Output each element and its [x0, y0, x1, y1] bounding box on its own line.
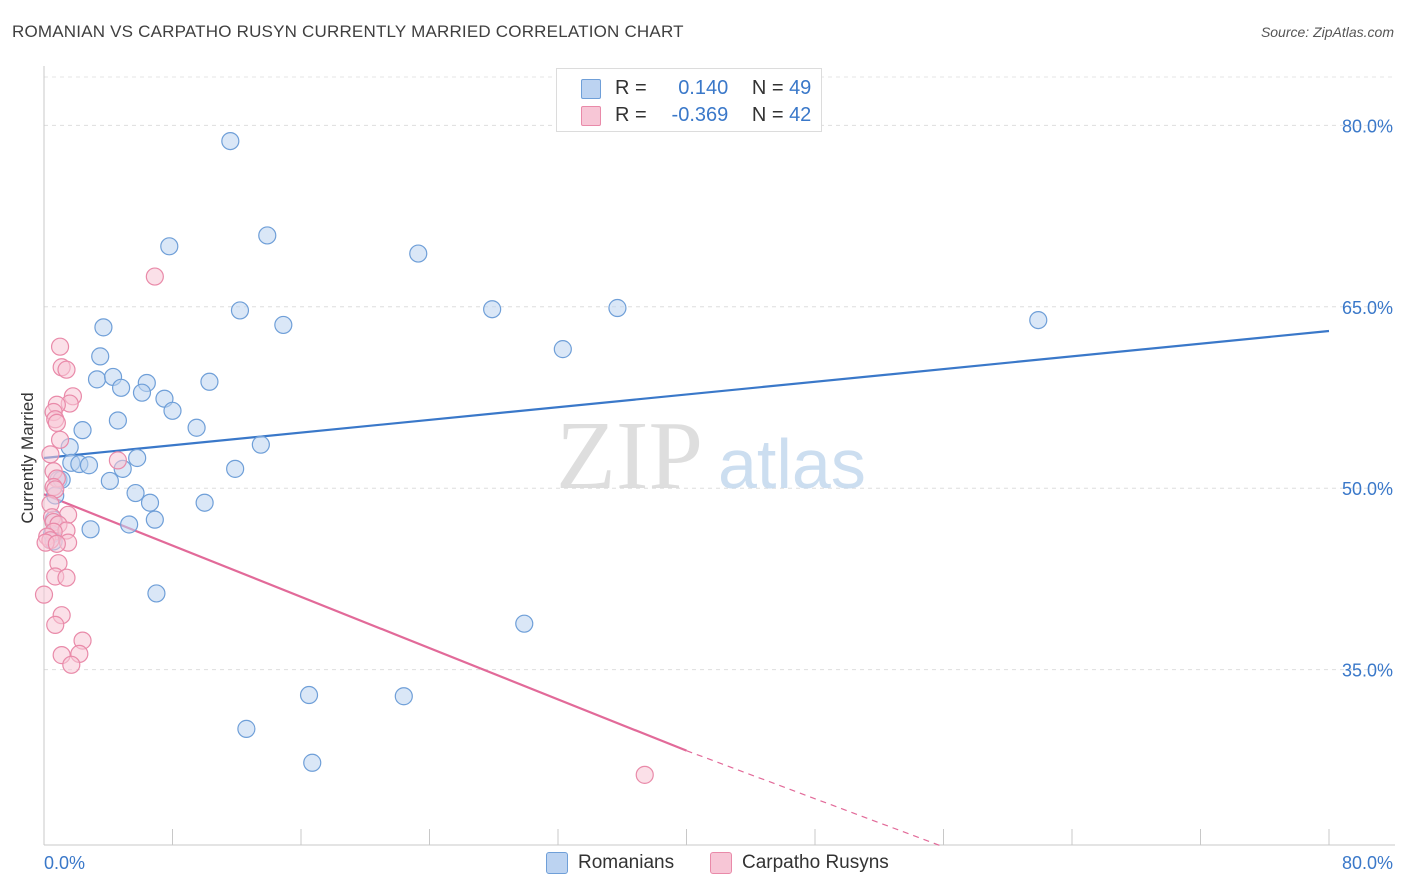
- legend-swatch-romanians: [581, 78, 601, 99]
- watermark-atlas: atlas: [718, 425, 866, 503]
- y-tick-label: 50.0%: [1342, 479, 1393, 499]
- point-romanians: [483, 300, 502, 319]
- x-tick-label: 0.0%: [44, 853, 85, 873]
- y-tick-label: 65.0%: [1342, 298, 1393, 318]
- legend-swatch-carpatho-rusyns: [581, 105, 601, 126]
- point-romanians: [120, 515, 139, 534]
- y-tick-label: 80.0%: [1342, 116, 1393, 136]
- point-carpatho-rusyns: [57, 360, 76, 379]
- point-carpatho-rusyns: [47, 534, 66, 553]
- point-romanians: [409, 244, 428, 263]
- legend-row-romanians: R = 0.140 N = 49: [581, 77, 811, 99]
- legend-r-label: R =: [615, 104, 647, 126]
- point-romanians: [128, 448, 147, 468]
- point-romanians: [87, 370, 107, 389]
- point-carpatho-rusyns: [50, 430, 70, 449]
- point-romanians: [237, 719, 256, 738]
- point-romanians: [100, 471, 119, 491]
- point-romanians: [91, 347, 110, 366]
- tick-labels: 35.0% 50.0% 65.0% 80.0% 0.0% 80.0% Currently M…: [18, 116, 1393, 873]
- point-carpatho-rusyns: [57, 568, 76, 587]
- bottom-legend-label: Carpatho Rusyns: [742, 852, 889, 874]
- point-carpatho-rusyns: [635, 765, 654, 784]
- legend-row-carpatho-rusyns: R = -0.369 N = 42: [581, 104, 811, 126]
- data-points: [34, 132, 1048, 784]
- point-romanians: [251, 435, 270, 454]
- point-romanians: [226, 459, 245, 478]
- point-romanians: [147, 584, 166, 603]
- point-romanians: [221, 132, 240, 151]
- point-carpatho-rusyns: [47, 413, 66, 433]
- x-tick-label: 80.0%: [1342, 853, 1393, 873]
- watermark: ZIP atlas: [556, 402, 866, 510]
- point-romanians: [160, 237, 179, 256]
- point-romanians: [553, 340, 572, 359]
- y-axis-label: Currently Married: [18, 392, 37, 523]
- point-romanians: [111, 378, 131, 397]
- point-romanians: [163, 401, 182, 420]
- watermark-zip: ZIP: [556, 402, 703, 510]
- point-carpatho-rusyns: [41, 445, 60, 464]
- point-romanians: [94, 318, 113, 337]
- y-tick-label: 35.0%: [1342, 661, 1393, 681]
- point-carpatho-rusyns: [34, 585, 54, 604]
- legend-n-value: 49: [789, 77, 812, 99]
- legend-n-value: 42: [789, 104, 812, 126]
- correlation-legend: R = 0.140 N = 49 R = -0.369 N = 42: [556, 68, 822, 132]
- bottom-legend-carpatho-rusyns: Carpatho Rusyns: [710, 852, 889, 874]
- point-carpatho-rusyns: [50, 337, 70, 356]
- legend-r-value: 0.140: [678, 77, 729, 99]
- point-carpatho-rusyns: [108, 451, 127, 470]
- point-romanians: [299, 685, 319, 705]
- bottom-legend-swatch-carpatho-rusyns: [710, 852, 732, 874]
- point-romanians: [608, 298, 627, 318]
- source-label: Source: ZipAtlas.com: [1260, 24, 1394, 40]
- point-carpatho-rusyns: [46, 615, 65, 634]
- point-romanians: [187, 418, 206, 437]
- point-romanians: [258, 226, 277, 245]
- point-romanians: [73, 421, 92, 440]
- point-romanians: [126, 483, 145, 503]
- point-romanians: [394, 687, 413, 706]
- trend-line-extension: [686, 750, 943, 847]
- point-romanians: [140, 493, 160, 512]
- point-romanians: [1029, 310, 1048, 330]
- legend-r-value: -0.369: [671, 104, 729, 126]
- point-romanians: [195, 493, 214, 512]
- bottom-legend-swatch-romanians: [546, 852, 568, 874]
- point-romanians: [108, 411, 127, 430]
- point-romanians: [515, 614, 534, 633]
- grid-lines: [44, 76, 1395, 671]
- point-romanians: [145, 510, 164, 529]
- trend-line-carpatho-rusyns: [43, 493, 687, 752]
- bottom-legend-romanians: Romanians: [546, 852, 674, 874]
- bottom-legend-label: Romanians: [578, 852, 675, 874]
- point-romanians: [230, 301, 250, 320]
- chart-title: ROMANIAN VS CARPATHO RUSYN CURRENTLY MAR…: [12, 22, 684, 41]
- point-romanians: [200, 372, 219, 391]
- legend-r-label: R =: [615, 77, 647, 99]
- point-carpatho-rusyns: [62, 655, 81, 674]
- legend-n-label: N =: [751, 77, 784, 99]
- point-romanians: [79, 456, 99, 475]
- point-romanians: [132, 383, 152, 402]
- legend-n-label: N =: [751, 104, 784, 126]
- point-romanians: [81, 520, 100, 539]
- point-carpatho-rusyns: [145, 267, 164, 286]
- point-romanians: [303, 753, 322, 772]
- point-romanians: [274, 315, 293, 335]
